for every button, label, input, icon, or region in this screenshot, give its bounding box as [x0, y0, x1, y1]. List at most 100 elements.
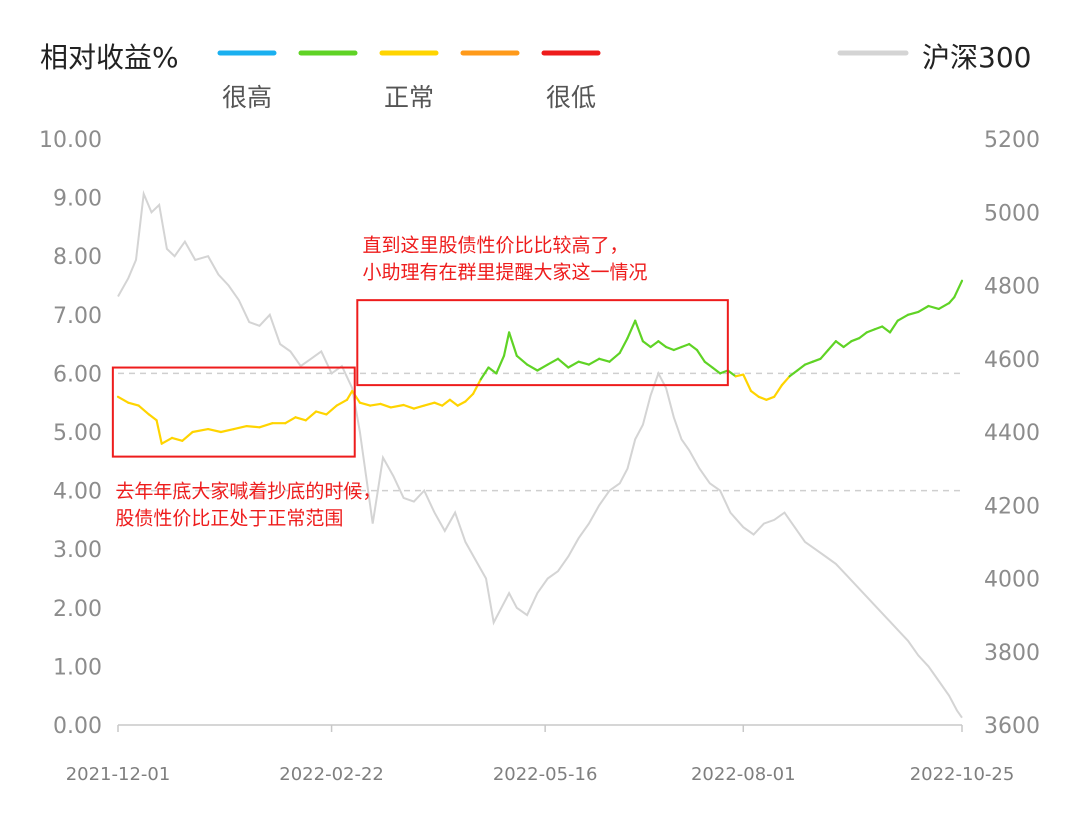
benchmark-series-line [117, 190, 963, 719]
relative-return-segment [857, 331, 868, 340]
relative-return-segment [850, 337, 861, 343]
relative-return-segment [757, 395, 768, 401]
relative-return-segment [495, 354, 506, 375]
x-tick-label: 2021-12-01 [66, 764, 171, 785]
relative-return-segment [649, 340, 660, 349]
relative-return-segment [598, 357, 611, 363]
x-tick-label: 2022-05-16 [493, 764, 598, 785]
chart-title: 相对收益% [40, 41, 179, 74]
annotation-box [356, 299, 729, 387]
relative-return-segment [556, 357, 570, 369]
relative-return-series-line [116, 279, 964, 445]
annotation-text: 去年年底大家喊着抄底的时候， [115, 481, 381, 503]
y-left-tick-label: 7.00 [53, 304, 102, 329]
relative-return-segment [917, 304, 930, 313]
relative-return-segment [906, 310, 920, 316]
relative-return-segment [896, 313, 910, 322]
relative-return-segment [379, 402, 392, 409]
relative-return-segment [294, 416, 307, 422]
relative-return-segment [587, 357, 601, 366]
relative-return-segment [811, 357, 822, 363]
relative-return-segment [207, 428, 222, 434]
relative-return-segment [634, 319, 645, 343]
relative-return-segment [703, 360, 714, 369]
relative-return-segment [834, 340, 845, 349]
y-right-tick-label: 5000 [984, 201, 1040, 226]
relative-return-segment [536, 363, 549, 372]
relative-return-segment [335, 398, 349, 407]
relative-return-segment [641, 340, 652, 349]
relative-return-segment [441, 398, 451, 407]
relative-return-segment [734, 373, 745, 378]
relative-return-segment [389, 403, 405, 409]
y-axis-left: 10.00 9.00 8.00 7.00 6.00 5.00 4.00 3.00 2.00 1.0… [39, 128, 102, 739]
legend-label: 很低 [546, 83, 596, 112]
relative-return-segment [765, 395, 776, 401]
y-left-tick-label: 6.00 [53, 362, 102, 387]
relative-return-segment [448, 398, 459, 407]
relative-return-segment [412, 404, 426, 410]
relative-return-segment [749, 389, 760, 398]
relative-return-segment [284, 416, 297, 425]
legend-label: 正常 [384, 83, 434, 112]
relative-return-segment [695, 348, 706, 363]
y-left-tick-label: 8.00 [53, 245, 102, 270]
relative-return-segment [170, 436, 184, 442]
relative-return-segment [258, 422, 274, 429]
relative-return-segment [657, 340, 668, 349]
y-left-tick-label: 4.00 [53, 480, 102, 505]
relative-return-segment [842, 340, 853, 349]
relative-return-segment [796, 363, 807, 372]
y-left-tick-label: 2.00 [53, 597, 102, 622]
relative-return-segment [232, 425, 248, 431]
relative-return-segment [219, 428, 235, 434]
relative-return-segment [127, 401, 140, 407]
y-right-tick-label: 5200 [984, 128, 1040, 153]
annotation-text: 直到这里股债性价比比较高了， [362, 234, 628, 256]
relative-return-segment [608, 351, 621, 363]
relative-return-segment [464, 392, 475, 403]
relative-return-segment [423, 401, 436, 407]
relative-return-segment [888, 319, 899, 334]
relative-return-segment [325, 404, 338, 416]
y-left-tick-label: 10.00 [39, 128, 102, 153]
annotation-text: 小助理有在群里提醒大家这一情况 [362, 261, 647, 283]
relative-return-segment [626, 319, 637, 340]
relative-return-segment [351, 389, 361, 404]
relative-return-segment [116, 395, 130, 404]
y-right-tick-label: 4400 [984, 421, 1040, 446]
relative-return-segment [780, 375, 791, 387]
relative-return-segment [525, 363, 539, 372]
annotation-text: 股债性价比正处于正常范围 [115, 508, 343, 530]
relative-return-segment [304, 410, 318, 422]
relative-return-segment [711, 366, 722, 375]
relative-return-segment [953, 279, 964, 299]
relative-return-segment [402, 403, 415, 410]
relative-return-segment [147, 413, 158, 422]
y-axis-right: 5200 5000 4800 4600 4400 4200 4000 3800 3600 [984, 128, 1040, 739]
legend: 很高 正常 很低 [217, 50, 601, 112]
relative-return-segment [433, 401, 444, 407]
y-left-tick-label: 9.00 [53, 187, 102, 212]
relative-return-segment [546, 357, 560, 366]
x-axis: 2021-12-01 2022-02-22 2022-05-16 2022-08-01… [66, 724, 1014, 785]
relative-return-segment [827, 340, 838, 352]
relative-return-segment [191, 428, 210, 434]
relative-return-segment [819, 348, 830, 360]
relative-return-segment [358, 401, 372, 407]
y-right-tick-label: 4000 [984, 568, 1040, 593]
relative-return-segment [515, 354, 529, 366]
relative-return-segment [137, 404, 150, 416]
relative-return-segment [155, 419, 163, 445]
relative-return-segment [947, 296, 956, 305]
relative-return-segment [487, 366, 498, 375]
relative-return-segment [508, 331, 518, 357]
relative-return-segment [927, 304, 940, 310]
relative-return-segment [315, 410, 328, 416]
y-right-tick-label: 3800 [984, 641, 1040, 666]
relative-return-segment [881, 325, 892, 334]
y-left-tick-label: 1.00 [53, 655, 102, 680]
relative-return-segment [726, 369, 737, 378]
y-left-tick-label: 5.00 [53, 421, 102, 446]
